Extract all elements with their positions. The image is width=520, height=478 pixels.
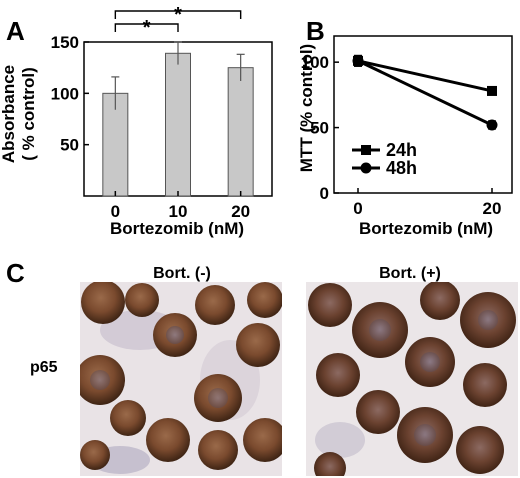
- chart-a-significance-bracket: [114, 10, 242, 19]
- panel-c: Bort. (-) Bort. (+) p65: [30, 265, 518, 476]
- chart-b-xtick-label: 20: [483, 199, 502, 218]
- chart-b-ytick-label: 0: [320, 184, 329, 203]
- chart-a-xtick-label: 10: [169, 202, 188, 221]
- chart-b: MTT (% control) Bortezomib (nM) 0 50 100 0 2…: [297, 35, 513, 238]
- chart-a-ytick-label: 100: [51, 84, 79, 103]
- chart-b-ytick-label: 50: [310, 119, 329, 138]
- chart-b-xlabel: Bortezomib (nM): [359, 219, 493, 238]
- chart-b-ylabel: MTT (% control): [297, 44, 316, 172]
- chart-b-ytick-label: 100: [301, 53, 329, 72]
- chart-b-plot-frame: [333, 35, 513, 194]
- chart-b-point-square: [487, 85, 497, 96]
- chart-a-bar: [102, 92, 129, 197]
- micrograph-bort-minus: [80, 282, 282, 476]
- chart-b-xtick-label: 0: [353, 199, 362, 218]
- column-label-bort-plus: Bort. (+): [379, 265, 441, 282]
- chart-a-ytick-label: 150: [51, 33, 79, 52]
- chart-a-bar: [227, 67, 254, 197]
- chart-b-series-line: [357, 59, 493, 127]
- chart-b-legend-marker-circle: [360, 162, 372, 174]
- panel-label-a: A: [6, 16, 25, 46]
- chart-a-ytick-label: 50: [60, 136, 79, 155]
- chart-b-legend-label: 24h: [386, 140, 417, 160]
- chart-a-ylabel-line1: Absorbance: [0, 65, 18, 163]
- chart-a-ylabel-line2: ( % control): [19, 67, 38, 161]
- chart-b-legend-label: 48h: [386, 158, 417, 178]
- chart-a-significance-label: *: [174, 4, 182, 26]
- column-label-bort-minus: Bort. (-): [153, 265, 211, 282]
- chart-a-significance-bracket: [114, 23, 179, 32]
- chart-a-significance-label: *: [143, 17, 151, 39]
- panel-label-b: B: [306, 16, 325, 46]
- chart-b-legend-marker-square: [361, 145, 371, 155]
- panel-label-c: C: [6, 258, 25, 288]
- chart-a-bar: [165, 52, 191, 197]
- micrograph-bort-plus: [306, 282, 518, 476]
- chart-a-xtick-label: 0: [111, 202, 120, 221]
- chart-a-xtick-label: 20: [231, 202, 250, 221]
- chart-b-series-line: [357, 59, 493, 93]
- chart-a-xlabel: Bortezomib (nM): [110, 219, 244, 238]
- row-label-p65: p65: [30, 359, 58, 376]
- chart-b-point-circle: [352, 55, 364, 67]
- chart-a: Absorbance ( % control) Bortezomib (nM) …: [0, 4, 273, 238]
- chart-b-point-circle: [486, 119, 498, 131]
